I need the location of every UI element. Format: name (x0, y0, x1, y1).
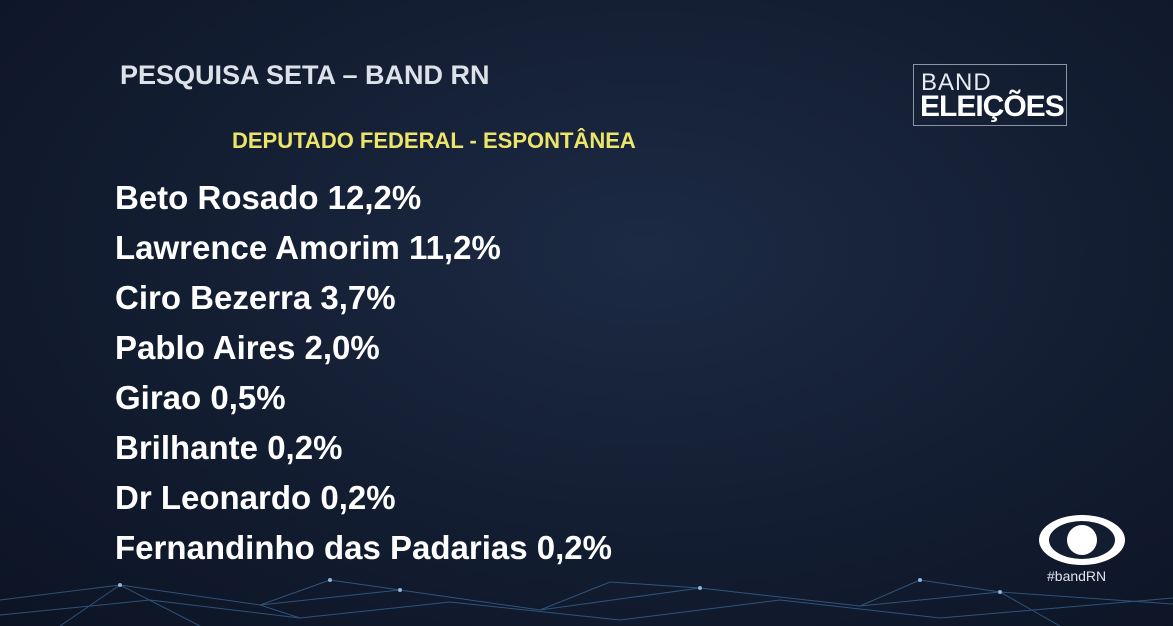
result-item: Ciro Bezerra 3,7% (115, 279, 396, 316)
logo: BAND ELEIÇÕES (913, 64, 1067, 126)
title: PESQUISA SETA – BAND RN (120, 60, 490, 90)
result-item: Fernandinho das Padarias 0,2% (115, 529, 612, 566)
subtitle: DEPUTADO FEDERAL - ESPONTÂNEA (232, 128, 636, 153)
result-item: Lawrence Amorim 11,2% (115, 229, 501, 266)
result-item: Beto Rosado 12,2% (115, 179, 422, 216)
hashtag: #bandRN (1047, 568, 1107, 584)
result-item: Dr Leonardo 0,2% (115, 479, 396, 516)
logo-line: ELEIÇÕES (920, 90, 1065, 123)
band-logo (1039, 515, 1125, 565)
result-item: Girao 0,5% (115, 379, 286, 416)
result-item: Brilhante 0,2% (115, 429, 343, 466)
logo-line: BAND (921, 69, 992, 96)
result-item: Pablo Aires 2,0% (115, 329, 380, 366)
